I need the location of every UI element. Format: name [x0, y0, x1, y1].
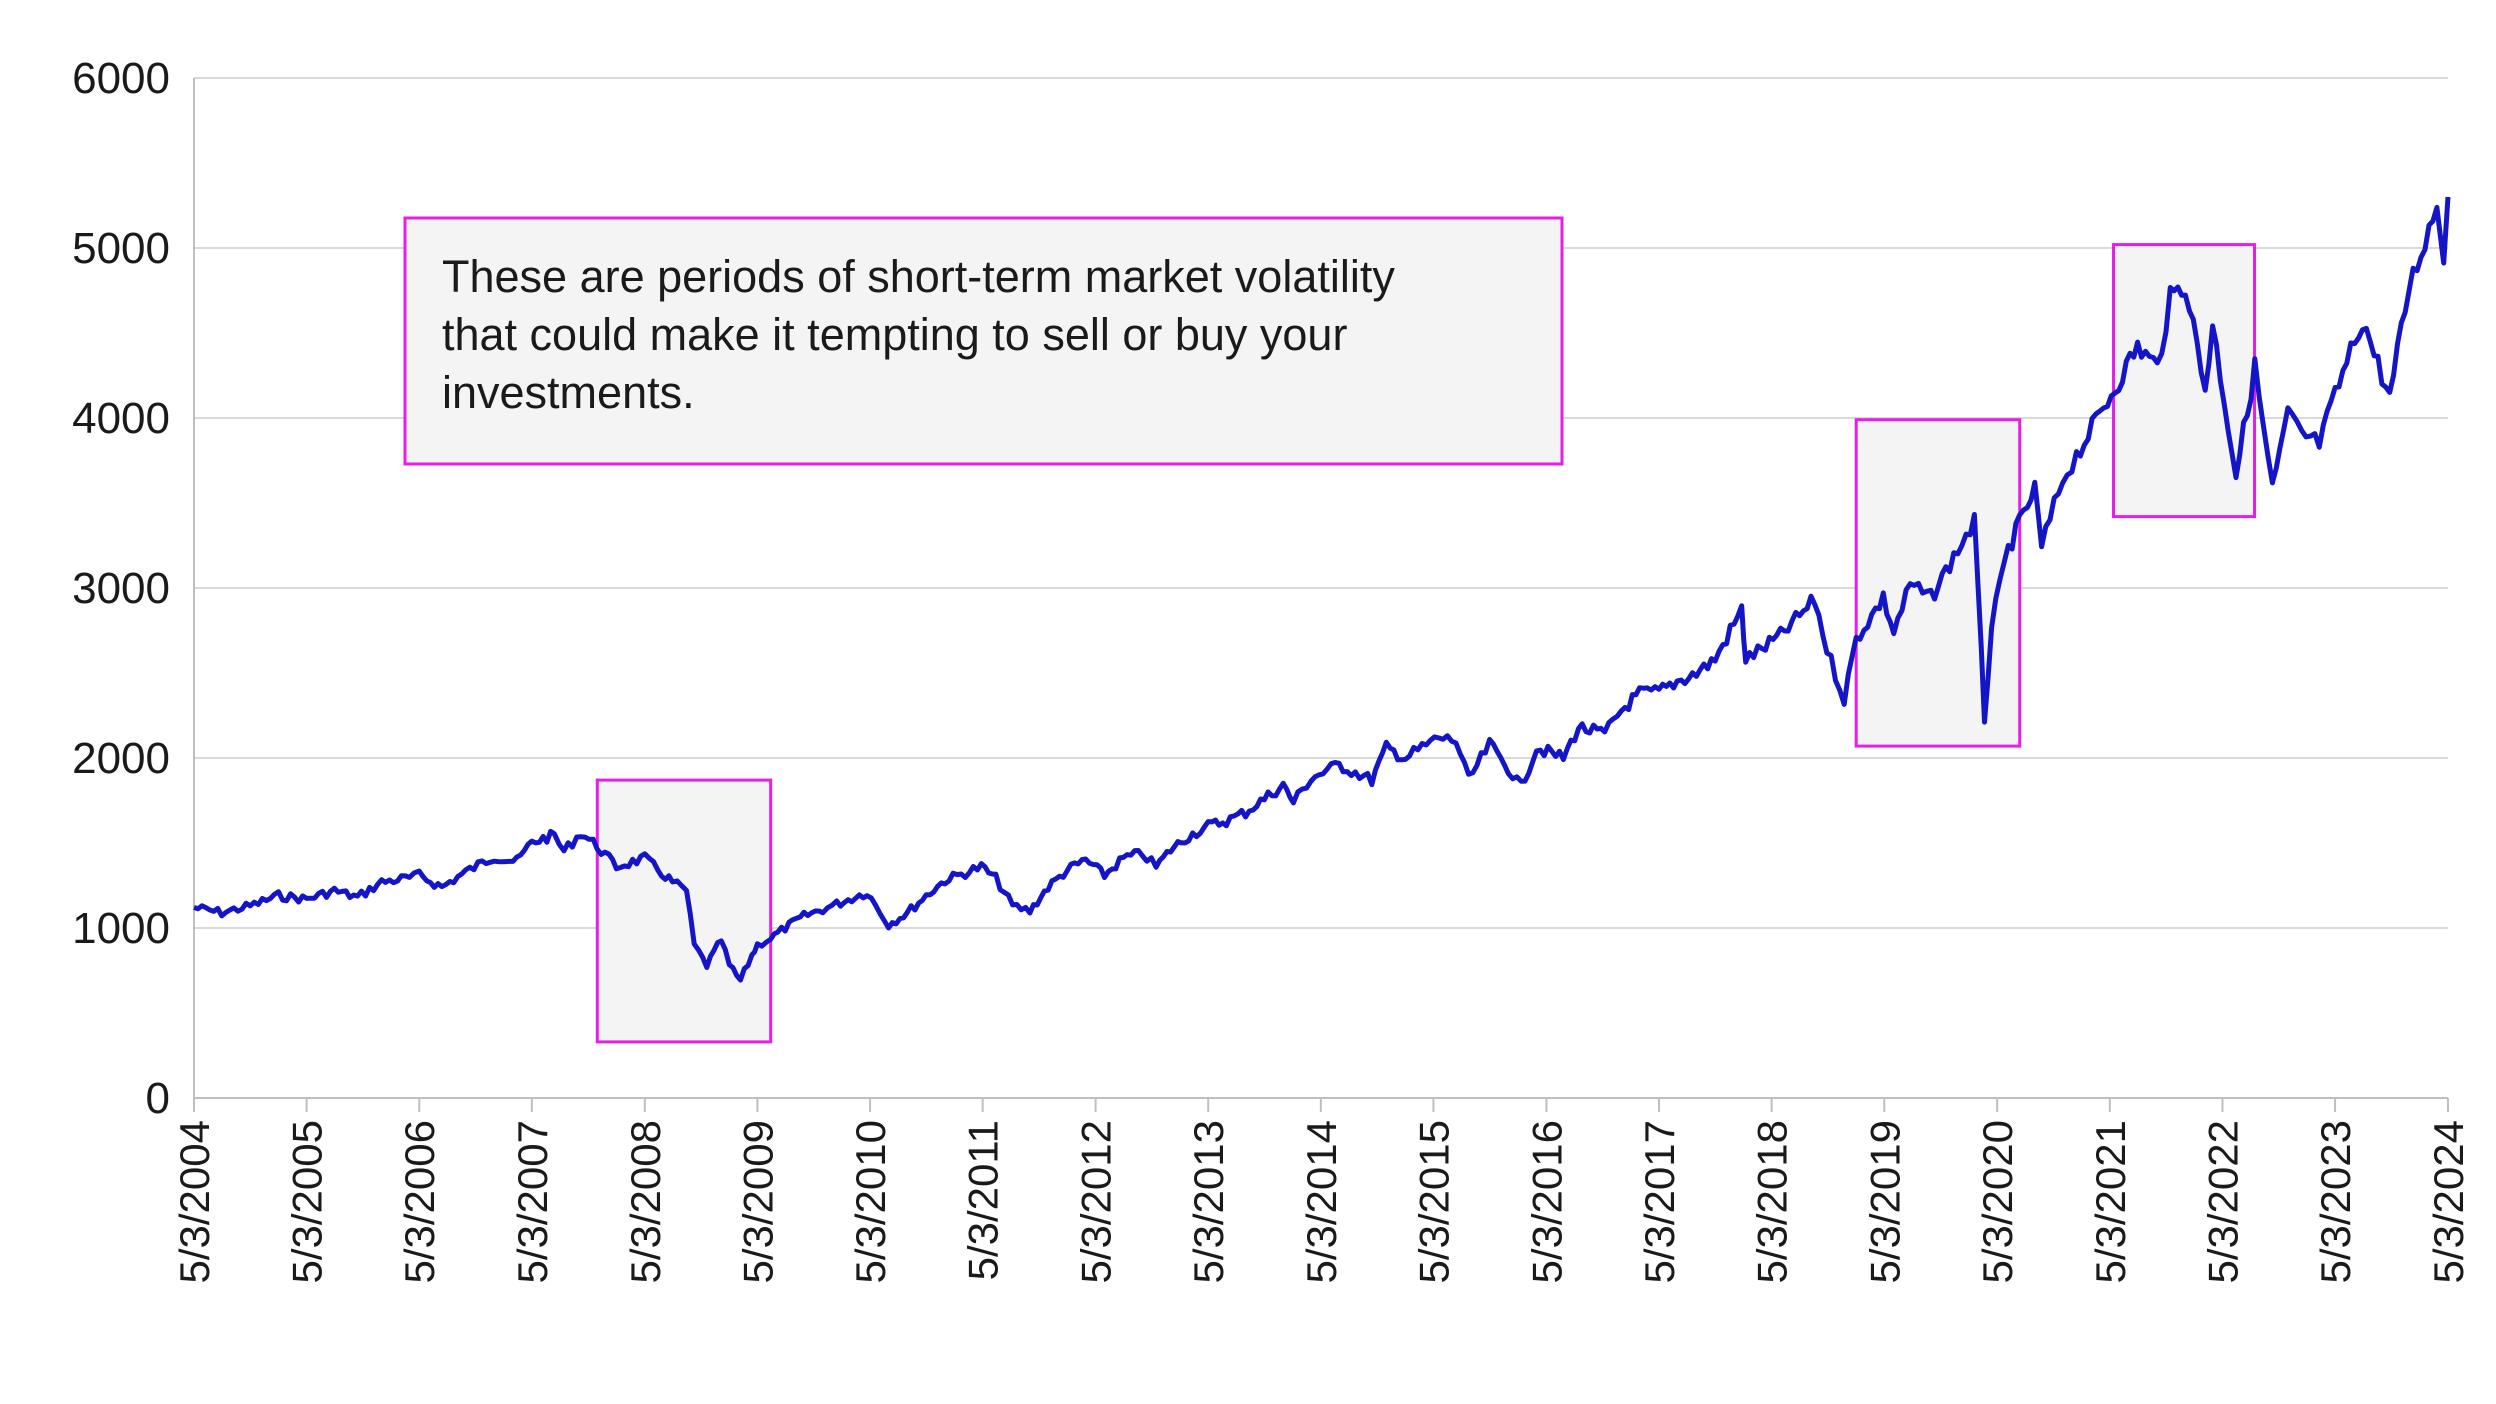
x-tick-label: 5/3/2011 [960, 1120, 1007, 1280]
x-tick-label: 5/3/2016 [1523, 1120, 1570, 1284]
x-tick-label: 5/3/2019 [1861, 1120, 1908, 1284]
annotation-callout: These are periods of short-term market v… [403, 216, 1564, 466]
x-axis: 5/3/2004 5/3/2005 5/3/2006 5/3/2007 5/3/2008… [171, 1097, 2472, 1284]
y-axis: 0 1000 2000 3000 4000 5000 6000 [72, 54, 195, 1123]
y-tick-label: 6000 [72, 54, 170, 103]
y-tick-label: 4000 [72, 394, 170, 443]
gridlines [194, 77, 2448, 929]
highlight-box [595, 778, 773, 1044]
y-tick-label: 3000 [72, 564, 170, 613]
annotation-box [403, 216, 1564, 466]
x-tick-label: 5/3/2004 [171, 1120, 218, 1284]
x-tick-label: 5/3/2007 [509, 1120, 556, 1284]
x-tick-label: 5/3/2009 [734, 1120, 781, 1284]
y-tick-label: 0 [146, 1074, 170, 1123]
annotation-line-1: These are periods of short-term market v… [442, 251, 1395, 302]
x-tick-label: 5/3/2006 [396, 1120, 443, 1284]
x-tick-label: 5/3/2022 [2199, 1120, 2246, 1284]
y-tick-label: 1000 [72, 904, 170, 953]
x-tick-label: 5/3/2024 [2425, 1120, 2472, 1284]
series-layer [193, 196, 2451, 983]
x-tick-label: 5/3/2018 [1749, 1120, 1796, 1284]
x-tick-label: 5/3/2020 [1974, 1120, 2021, 1284]
x-tick-label: 5/3/2012 [1073, 1120, 1120, 1284]
x-tick-label: 5/3/2023 [2312, 1120, 2359, 1284]
x-tick-label: 5/3/2015 [1410, 1120, 1457, 1284]
x-tick-label: 5/3/2017 [1636, 1120, 1683, 1284]
y-tick-label: 2000 [72, 734, 170, 783]
annotation-line-3: investments. [442, 367, 695, 418]
annotation-line-2: that could make it tempting to sell or b… [442, 309, 1347, 360]
y-tick-label: 5000 [72, 224, 170, 273]
x-tick-label: 5/3/2021 [2087, 1120, 2134, 1284]
x-tick-label: 5/3/2013 [1185, 1120, 1232, 1284]
x-tick-label: 5/3/2008 [622, 1120, 669, 1284]
x-tick-label: 5/3/2014 [1298, 1120, 1345, 1284]
highlight-box [2112, 243, 2257, 519]
x-tick-label: 5/3/2010 [847, 1120, 894, 1284]
x-tick-label: 5/3/2005 [284, 1120, 331, 1284]
series-line [193, 196, 2451, 983]
